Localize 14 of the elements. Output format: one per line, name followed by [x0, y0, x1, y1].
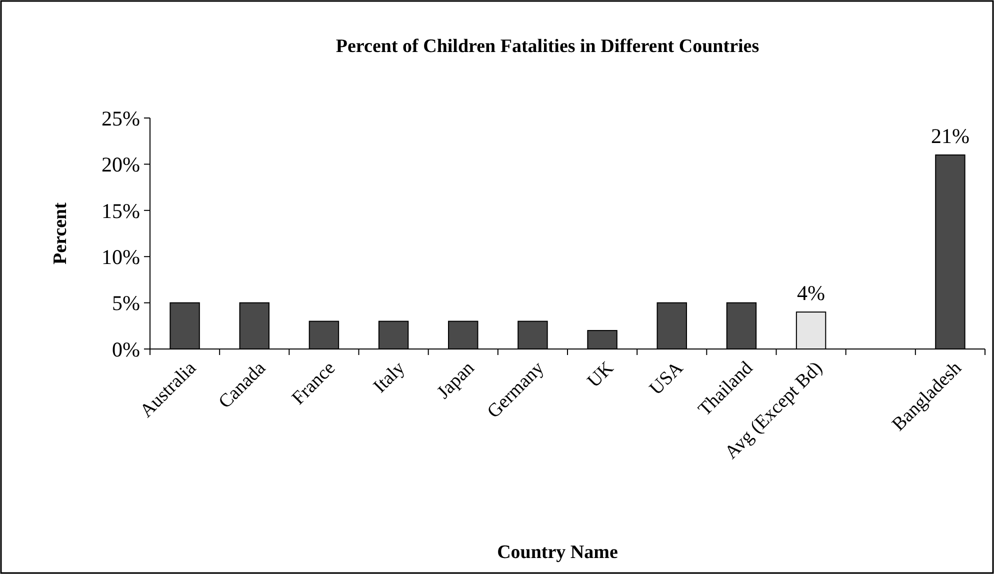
chart-title: Percent of Children Fatalities in Different Countries: [336, 36, 760, 57]
y-tick-label: 0%: [112, 337, 140, 362]
y-tick-label: 10%: [102, 244, 140, 269]
y-tick-label: 15%: [102, 198, 140, 223]
y-tick-label: 20%: [102, 152, 140, 177]
x-tick-label: UK: [584, 357, 618, 392]
x-tick-label: USA: [646, 357, 688, 400]
x-axis-title: Country Name: [497, 542, 618, 563]
data-label: 4%: [797, 281, 826, 306]
y-tick-label: 5%: [112, 291, 140, 316]
data-label: 21%: [930, 124, 970, 148]
x-tick-label: Italy: [370, 357, 410, 398]
y-tick-label: 25%: [102, 106, 140, 130]
y-axis-title: Percent: [50, 202, 71, 264]
